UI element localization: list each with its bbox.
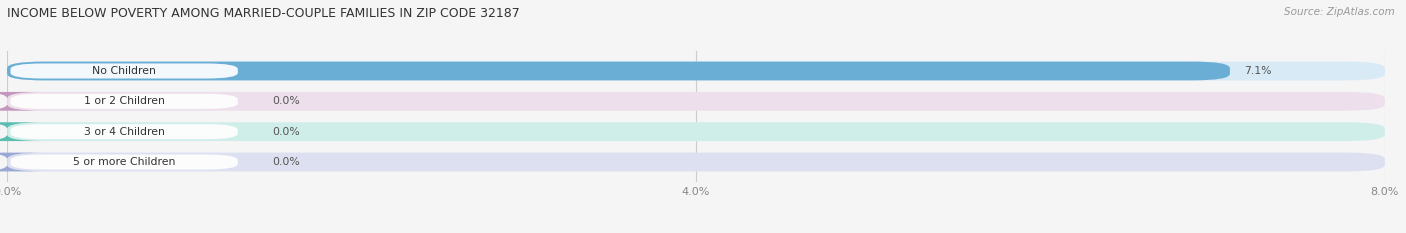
FancyBboxPatch shape [10,154,238,170]
FancyBboxPatch shape [10,63,238,79]
Text: 0.0%: 0.0% [273,127,299,137]
FancyBboxPatch shape [7,62,1230,80]
FancyBboxPatch shape [7,122,1385,141]
Text: Source: ZipAtlas.com: Source: ZipAtlas.com [1284,7,1395,17]
FancyBboxPatch shape [10,94,238,109]
Text: 0.0%: 0.0% [273,96,299,106]
FancyBboxPatch shape [7,62,1385,80]
Text: 1 or 2 Children: 1 or 2 Children [84,96,165,106]
FancyBboxPatch shape [0,92,45,111]
Text: 0.0%: 0.0% [273,157,299,167]
FancyBboxPatch shape [0,153,45,171]
Text: 3 or 4 Children: 3 or 4 Children [84,127,165,137]
FancyBboxPatch shape [7,92,1385,111]
Text: No Children: No Children [93,66,156,76]
FancyBboxPatch shape [0,122,45,141]
Text: INCOME BELOW POVERTY AMONG MARRIED-COUPLE FAMILIES IN ZIP CODE 32187: INCOME BELOW POVERTY AMONG MARRIED-COUPL… [7,7,520,20]
FancyBboxPatch shape [7,153,1385,171]
Text: 5 or more Children: 5 or more Children [73,157,176,167]
FancyBboxPatch shape [10,124,238,139]
Text: 7.1%: 7.1% [1244,66,1271,76]
